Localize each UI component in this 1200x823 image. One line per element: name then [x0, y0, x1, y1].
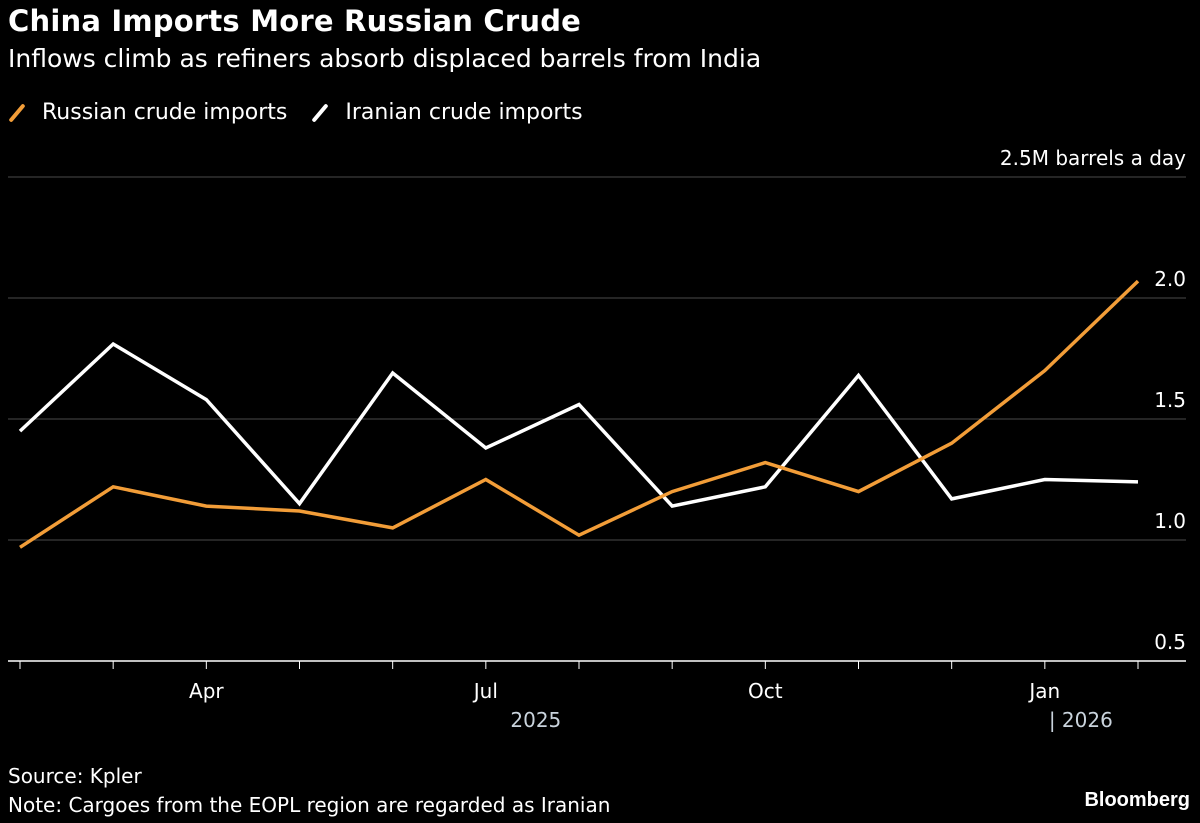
y-tick-label-4: 2.5M barrels a day	[1000, 146, 1186, 170]
source-note: Source: Kpler	[8, 764, 142, 788]
y-tick-label-3: 2.0	[1154, 267, 1186, 291]
year-label-0: 2025	[510, 708, 561, 732]
legend-item-russian: Russian crude imports	[8, 100, 287, 125]
legend-label-iranian: Iranian crude imports	[345, 100, 583, 125]
footer: Source: Kpler Note: Cargoes from the EOP…	[8, 762, 610, 820]
legend-swatch-russian	[8, 104, 26, 122]
legend-item-iranian: Iranian crude imports	[311, 100, 582, 125]
x-axis: Apr Jul Oct Jan 2025 | 2026	[19, 661, 1139, 732]
chart-subtitle: Inflows climb as refiners absorb displac…	[8, 44, 762, 73]
bloomberg-logo: Bloomberg	[1084, 789, 1190, 811]
legend-swatch-iranian	[311, 104, 329, 122]
grid-layer: 0.5 1.0 1.5 2.0 2.5M barrels a day	[8, 146, 1186, 662]
y-tick-label-2: 1.5	[1154, 388, 1186, 412]
year-label-1: | 2026	[1049, 708, 1113, 732]
x-tick-label-apr: Apr	[189, 679, 224, 703]
series-line-russian	[19, 279, 1140, 549]
footnote: Note: Cargoes from the EOPL region are r…	[8, 793, 611, 817]
y-tick-label-1: 1.0	[1154, 509, 1186, 533]
y-tick-label-0: 0.5	[1154, 630, 1186, 654]
legend-label-russian: Russian crude imports	[42, 100, 288, 125]
x-tick-label-jan: Jan	[1027, 679, 1060, 703]
line-chart: 0.5 1.0 1.5 2.0 2.5M barrels a day Apr Jul Oct…	[8, 146, 1186, 732]
legend: Russian crude imports Iranian crude impo…	[8, 100, 607, 125]
series-line-iranian	[18, 341, 1139, 509]
x-tick-label-jul: Jul	[472, 679, 498, 703]
chart-title: China Imports More Russian Crude	[8, 4, 582, 38]
series-layer	[18, 279, 1140, 549]
x-tick-label-oct: Oct	[748, 679, 783, 703]
